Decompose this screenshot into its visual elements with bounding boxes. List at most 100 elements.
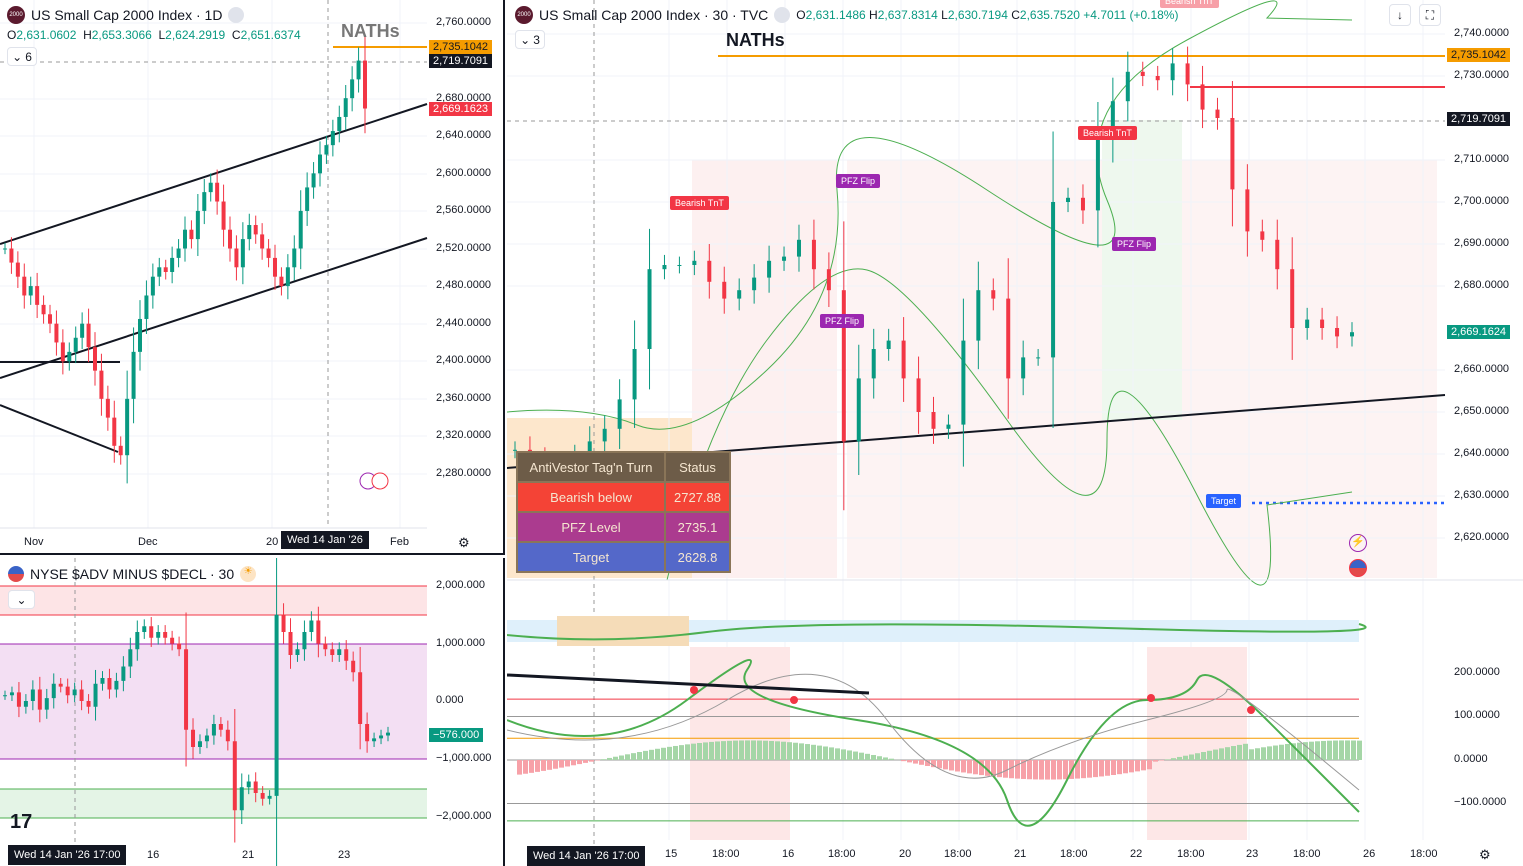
histogram-bar <box>661 747 666 760</box>
price-axis-label: 2,710.0000 <box>1454 153 1510 165</box>
candle <box>189 229 194 240</box>
histogram-bar <box>643 750 648 760</box>
histogram-bar <box>541 760 546 771</box>
candle <box>632 349 637 400</box>
histogram-bar <box>1207 750 1212 760</box>
table-row: Target 2628.8 <box>516 541 731 573</box>
daily-chart-canvas[interactable] <box>0 0 505 555</box>
us-flag-icon[interactable] <box>1349 559 1367 577</box>
breadth-title[interactable]: NYSE $ADV MINUS $DECL · 30 <box>30 566 235 582</box>
histogram-bar <box>1261 747 1266 760</box>
time-label: 16 <box>147 849 160 861</box>
histogram-bar <box>1159 760 1164 761</box>
collapse-legend-button[interactable]: ⌄ <box>8 590 35 609</box>
chevron-down-icon: ⌄ <box>12 49 23 64</box>
symbol-title[interactable]: US Small Cap 2000 Index · 1D <box>31 7 223 23</box>
histogram-bar <box>1123 760 1128 774</box>
chevron-down-icon: ⌄ <box>16 592 27 607</box>
candle <box>991 290 996 299</box>
candle <box>93 683 98 707</box>
naths-price-tag: 2,735.1042 <box>1447 48 1511 62</box>
candle <box>191 729 196 747</box>
histogram-bar <box>1063 760 1068 780</box>
daily-chart-panel[interactable]: 2000 US Small Cap 2000 Index · 1D O2,631… <box>0 0 505 555</box>
candle <box>121 666 126 681</box>
candle <box>274 614 279 796</box>
table-row: Bearish below 2727.88 <box>516 481 731 513</box>
fullscreen-button[interactable]: ⛶ <box>1419 4 1441 26</box>
histogram-bar <box>619 755 624 760</box>
candle <box>246 781 251 788</box>
histogram-bar <box>733 740 738 760</box>
candle <box>67 351 72 362</box>
histogram-bar <box>1273 745 1278 760</box>
candle <box>9 248 14 263</box>
candle <box>177 643 182 650</box>
tradingview-logo[interactable]: 17 <box>10 811 33 833</box>
settings-gear-icon[interactable]: ⚙ <box>1479 847 1491 862</box>
candle <box>1066 197 1071 202</box>
oscillator-trend-line <box>507 673 870 695</box>
candle <box>128 649 133 667</box>
candle <box>1215 109 1220 118</box>
candle <box>826 269 831 291</box>
bearish-tnt-label: Bearish TnT <box>1160 0 1219 8</box>
intraday-chart-canvas[interactable] <box>507 0 1523 866</box>
candle <box>260 793 265 799</box>
histogram-bar <box>1111 760 1116 775</box>
candle <box>225 729 230 742</box>
candle <box>856 378 861 442</box>
candle <box>16 692 21 707</box>
candle <box>114 680 119 690</box>
candle <box>1245 189 1250 232</box>
settings-gear-icon[interactable]: ⚙ <box>458 535 470 550</box>
candle <box>358 672 363 724</box>
alert-lightning-icon[interactable]: ⚡ <box>1349 534 1367 552</box>
oversold-zone <box>0 789 427 818</box>
candle <box>372 738 377 742</box>
candle <box>1230 118 1235 190</box>
histogram-bar <box>1003 760 1008 778</box>
histogram-bar <box>739 740 744 760</box>
bearish-tnt-label: Bearish TnT <box>1078 126 1137 140</box>
intraday-chart-panel[interactable]: 2000 US Small Cap 2000 Index · 30 · TVC … <box>507 0 1523 866</box>
indicators-toggle-button[interactable]: ⌄ 3 <box>515 30 545 49</box>
histogram-bar <box>1195 753 1200 760</box>
histogram-bar <box>655 748 660 760</box>
indicators-toggle-button[interactable]: ⌄ 6 <box>7 47 37 66</box>
price-axis-label: 2,680.0000 <box>436 92 492 104</box>
signal-dot <box>690 686 698 694</box>
breadth-chart-canvas[interactable] <box>0 558 505 866</box>
breadth-chart-panel[interactable]: NYSE $ADV MINUS $DECL · 30 ☀ ⌄ 2,000.000… <box>0 558 505 866</box>
candle <box>1185 63 1190 85</box>
price-axis-label: 2,520.0000 <box>436 242 492 254</box>
candle <box>1200 84 1205 110</box>
histogram-bar <box>631 753 636 760</box>
candle <box>513 449 517 451</box>
candle <box>228 229 232 249</box>
candle <box>1140 71 1145 76</box>
time-label: 23 <box>1246 848 1259 860</box>
signal-zone <box>1147 647 1247 840</box>
histogram-bar <box>883 757 888 760</box>
symbol-title[interactable]: US Small Cap 2000 Index · 30 · TVC <box>539 7 769 23</box>
candle <box>234 248 239 268</box>
histogram-bar <box>997 760 1002 778</box>
histogram-bar <box>625 754 630 760</box>
candle <box>782 256 787 261</box>
histogram-bar <box>691 743 696 760</box>
candle <box>54 323 59 343</box>
scroll-down-button[interactable]: ↓ <box>1389 4 1411 26</box>
price-axis-label: 2,760.0000 <box>436 16 492 28</box>
candle <box>125 398 130 456</box>
candle <box>9 692 14 696</box>
price-axis-label: 2,630.0000 <box>1454 489 1510 501</box>
candle <box>58 683 63 687</box>
histogram-bar <box>685 744 690 760</box>
histogram-bar <box>751 740 756 760</box>
histogram-bar <box>877 756 882 760</box>
ohlc-readout: O2,631.1486 H2,637.8314 L2,630.7194 C2,6… <box>796 8 1179 22</box>
candle <box>871 349 876 379</box>
candle <box>285 267 290 287</box>
histogram-bar <box>799 743 804 760</box>
